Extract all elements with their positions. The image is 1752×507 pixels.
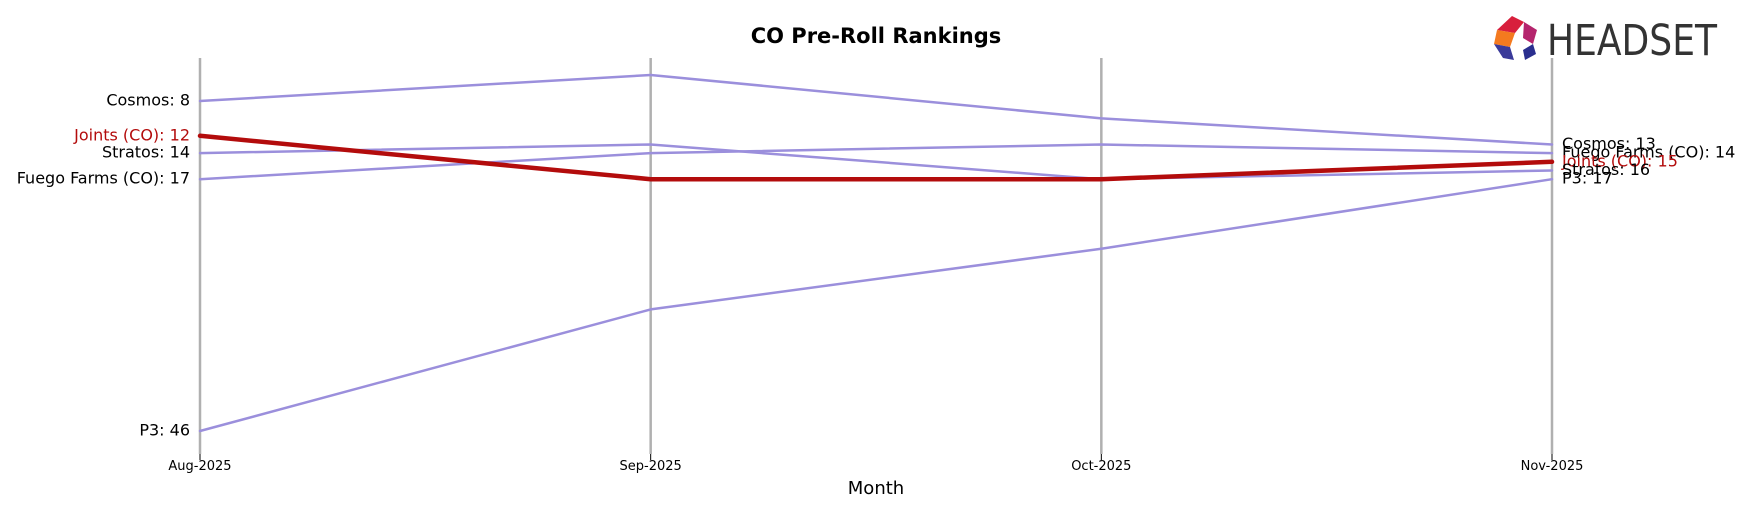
start-label: Cosmos: 8 xyxy=(106,91,190,110)
series-line-fuego-farms-co xyxy=(198,143,1554,181)
series-line-stratos xyxy=(198,143,1554,181)
end-label: Fuego Farms (CO): 14 xyxy=(1562,143,1735,162)
chart-title: CO Pre-Roll Rankings xyxy=(751,24,1002,48)
x-tick-label: Oct-2025 xyxy=(1071,459,1131,474)
end-label: Joints (CO): 15 xyxy=(1561,151,1678,170)
x-tick-label: Nov-2025 xyxy=(1521,459,1584,474)
start-label: Stratos: 14 xyxy=(102,143,190,162)
start-label: P3: 46 xyxy=(139,421,190,440)
end-label: P3: 17 xyxy=(1562,169,1613,188)
x-axis-ticks: Aug-2025 Sep-2025 Oct-2025 Nov-2025 xyxy=(168,454,1583,474)
end-label: Cosmos: 13 xyxy=(1562,134,1656,153)
series-lines xyxy=(197,73,1555,433)
start-label: Fuego Farms (CO): 17 xyxy=(17,169,190,188)
series-line-p3 xyxy=(198,177,1554,433)
end-label: Stratos: 16 xyxy=(1562,160,1650,179)
month-gridlines xyxy=(198,58,1554,454)
x-axis-label: Month xyxy=(848,478,904,499)
headset-logo: HEADSET xyxy=(1494,16,1718,66)
x-tick-label: Aug-2025 xyxy=(168,459,231,474)
headset-logo-wordmark: HEADSET xyxy=(1547,16,1718,66)
start-label: Joints (CO): 12 xyxy=(73,125,190,144)
series-line-cosmos xyxy=(198,73,1554,146)
series-line-joints-co xyxy=(197,133,1555,182)
headset-logo-icon xyxy=(1494,16,1537,60)
x-tick-label: Sep-2025 xyxy=(620,459,682,474)
